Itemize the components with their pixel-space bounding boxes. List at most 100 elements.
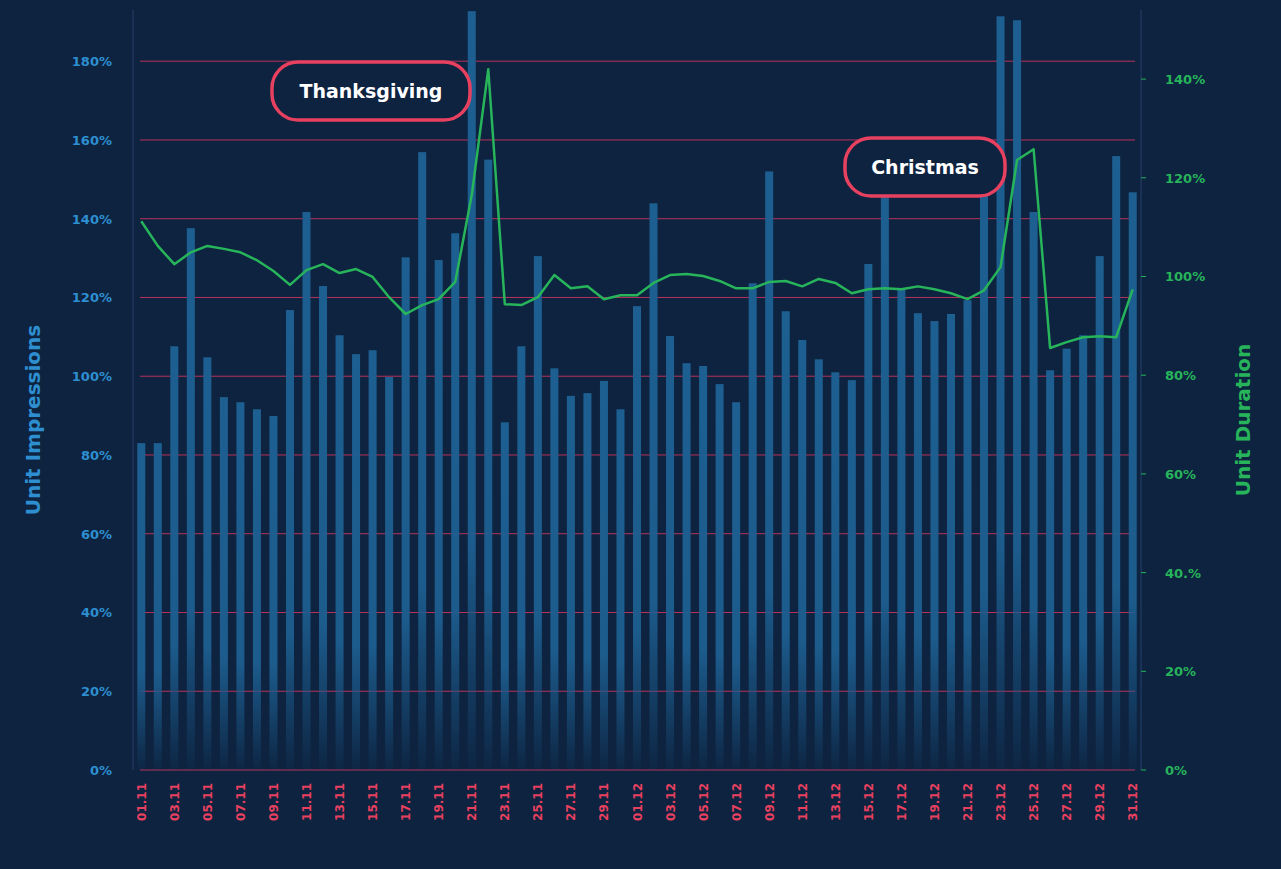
y-tick-label: 180% bbox=[72, 54, 112, 69]
bar bbox=[583, 393, 591, 770]
bar bbox=[1013, 20, 1021, 770]
bar bbox=[154, 443, 162, 770]
x-tick-label: 23.11 bbox=[498, 783, 512, 821]
bar bbox=[914, 313, 922, 770]
y2-tick-label: 40.% bbox=[1165, 566, 1201, 581]
bar bbox=[435, 260, 443, 770]
y2-tick bbox=[1141, 770, 1146, 771]
x-tick-label: 27.11 bbox=[564, 783, 578, 821]
x-tick-label: 31.12 bbox=[1126, 783, 1140, 821]
bar bbox=[236, 402, 244, 770]
x-tick-label: 25.12 bbox=[1027, 783, 1041, 821]
bar bbox=[501, 422, 509, 770]
y-tick-label: 160% bbox=[72, 133, 112, 148]
y2-tick-label: 80% bbox=[1165, 368, 1196, 383]
y2-tick bbox=[1141, 473, 1146, 474]
x-tick-label: 09.11 bbox=[267, 783, 281, 821]
plot-area bbox=[137, 11, 1136, 770]
y-tick-label: 60% bbox=[81, 527, 112, 542]
y-tick-label: 80% bbox=[81, 448, 112, 463]
y2-tick bbox=[1141, 572, 1146, 573]
y-tick-label: 100% bbox=[72, 369, 112, 384]
bar bbox=[616, 409, 624, 770]
bar bbox=[765, 171, 773, 770]
x-tick-label: 29.11 bbox=[597, 783, 611, 821]
bar bbox=[980, 179, 988, 770]
bar bbox=[600, 381, 608, 770]
right-axis-line bbox=[1141, 10, 1142, 770]
y-tick-label: 0% bbox=[90, 763, 112, 778]
bar bbox=[385, 377, 393, 770]
x-tick-label: 05.11 bbox=[201, 783, 215, 821]
y2-tick-label: 120% bbox=[1165, 171, 1205, 186]
bar bbox=[468, 11, 476, 770]
x-tick-label: 19.11 bbox=[432, 783, 446, 821]
x-tick-label: 11.12 bbox=[796, 783, 810, 821]
bar bbox=[286, 310, 294, 770]
y2-tick-label: 0% bbox=[1165, 763, 1187, 778]
bar bbox=[881, 197, 889, 770]
bar bbox=[749, 283, 757, 770]
y-tick-label: 40% bbox=[81, 605, 112, 620]
y2-tick bbox=[1141, 375, 1146, 376]
bar bbox=[997, 16, 1005, 770]
x-tick-label: 23.12 bbox=[994, 783, 1008, 821]
bar bbox=[451, 233, 459, 770]
y-tick-label: 20% bbox=[81, 684, 112, 699]
bar bbox=[848, 380, 856, 770]
bar bbox=[683, 363, 691, 770]
y2-tick bbox=[1141, 177, 1146, 178]
bar bbox=[550, 368, 558, 770]
y2-tick bbox=[1141, 276, 1146, 277]
bar bbox=[864, 264, 872, 770]
bar bbox=[782, 311, 790, 770]
bar bbox=[963, 300, 971, 770]
bar bbox=[831, 372, 839, 770]
bar bbox=[650, 203, 658, 770]
y2-tick-label: 100% bbox=[1165, 269, 1205, 284]
y2-tick bbox=[1141, 79, 1146, 80]
bar bbox=[369, 350, 377, 770]
x-tick-label: 27.12 bbox=[1060, 783, 1074, 821]
bar bbox=[567, 396, 575, 770]
bar bbox=[1079, 335, 1087, 770]
x-tick-label: 15.11 bbox=[366, 783, 380, 821]
bar bbox=[336, 335, 344, 770]
bar bbox=[815, 359, 823, 770]
x-tick-label: 13.12 bbox=[829, 783, 843, 821]
x-tick-label: 05.12 bbox=[697, 783, 711, 821]
bar bbox=[303, 212, 311, 770]
bar bbox=[1030, 212, 1038, 770]
x-tick-label: 17.11 bbox=[399, 783, 413, 821]
x-tick-label: 01.12 bbox=[631, 783, 645, 821]
bar bbox=[269, 416, 277, 770]
bar bbox=[517, 346, 525, 770]
bar bbox=[1129, 192, 1137, 770]
x-tick-label: 07.11 bbox=[234, 783, 248, 821]
x-tick-label: 29.12 bbox=[1093, 783, 1107, 821]
background bbox=[0, 0, 1281, 869]
x-tick-label: 13.11 bbox=[333, 783, 347, 821]
y-tick-label: 120% bbox=[72, 290, 112, 305]
x-tick-label: 15.12 bbox=[862, 783, 876, 821]
bar bbox=[137, 443, 145, 770]
y2-tick-label: 20% bbox=[1165, 664, 1196, 679]
y2-tick bbox=[1141, 671, 1146, 672]
x-tick-label: 19.12 bbox=[928, 783, 942, 821]
bar bbox=[633, 306, 641, 770]
bar bbox=[930, 321, 938, 770]
bar bbox=[666, 336, 674, 770]
annotation: Christmas bbox=[871, 156, 979, 178]
bar bbox=[1112, 156, 1120, 770]
bar bbox=[1063, 349, 1071, 770]
grid-line bbox=[140, 61, 1135, 62]
bar bbox=[897, 290, 905, 770]
bar bbox=[947, 314, 955, 770]
bar bbox=[253, 409, 261, 770]
x-tick-label: 03.12 bbox=[664, 783, 678, 821]
annotation: Thanksgiving bbox=[300, 80, 443, 102]
bar bbox=[170, 346, 178, 770]
x-tick-label: 07.12 bbox=[730, 783, 744, 821]
x-tick-label: 03.11 bbox=[168, 783, 182, 821]
bar bbox=[1046, 370, 1054, 770]
